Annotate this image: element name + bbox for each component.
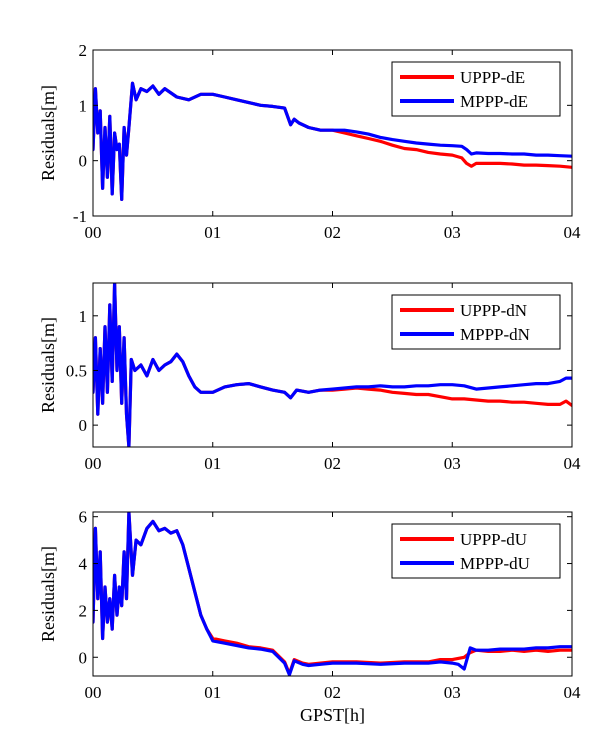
x-tick-label: 01 [204,683,221,702]
x-tick-label: 03 [444,454,461,473]
y-tick-label: 2 [79,601,88,620]
y-tick-label: 0.5 [66,361,87,380]
legend: UPPP-dE MPPP-dE [391,61,561,117]
subplot-2: 00 01 02 03 04 0 0.5 1 Residuals[m] UPPP-dN MPPP-d… [38,282,582,473]
legend-label: MPPP-dN [460,325,530,344]
y-tick-label: 0 [79,416,88,435]
legend-box [391,523,561,579]
x-tick-label: 01 [204,454,221,473]
x-tick-label: 00 [85,454,102,473]
legend: UPPP-dN MPPP-dN [391,294,561,350]
series-line-mppp-dn [93,283,572,447]
y-axis-label: Residuals[m] [38,85,58,181]
subplot-1: 00 01 02 03 04-1012Residuals[m]UPPP-dEMPPP-d… [38,41,581,242]
x-tick-label: 03 [444,683,461,702]
y-tick-label: 4 [79,555,88,574]
x-tick-label: 04 [564,683,582,702]
legend-label: UPPP-dE [460,68,525,87]
legend-label: MPPP-dE [460,92,528,111]
legend-label: UPPP-dN [460,301,527,320]
y-axis-label: Residuals[m] [38,317,58,413]
y-tick-label: -1 [73,207,87,226]
subplot-3: 00 01 02 03 040246Residuals[m]GPST[h]UPPP-dU… [38,508,581,725]
y-tick-label: 0 [79,648,88,667]
x-tick-label: 04 [564,223,582,242]
legend-box [391,294,561,350]
x-tick-label: 02 [324,223,341,242]
x-tick-label: 00 [85,223,102,242]
y-tick-label: 0 [79,152,88,171]
legend-label: UPPP-dU [460,530,527,549]
x-tick-label: 01 [204,223,221,242]
legend-label: MPPP-dU [460,554,530,573]
legend: UPPP-dU MPPP-dU [391,523,561,579]
x-tick-label: 04 [564,454,582,473]
series-line-mppp-de [93,81,572,201]
x-tick-label: 03 [444,223,461,242]
x-tick-label: 02 [324,683,341,702]
y-axis-label: Residuals[m] [38,546,58,642]
legend-box [391,61,561,117]
x-axis-label: GPST[h] [300,705,365,725]
y-tick-label: 1 [79,96,88,115]
x-tick-label: 00 [85,683,102,702]
series-line-mppp-du [93,512,572,676]
y-tick-label: 2 [79,41,88,60]
y-tick-label: 6 [79,508,88,527]
y-tick-label: 1 [79,307,88,326]
x-tick-label: 02 [324,454,341,473]
